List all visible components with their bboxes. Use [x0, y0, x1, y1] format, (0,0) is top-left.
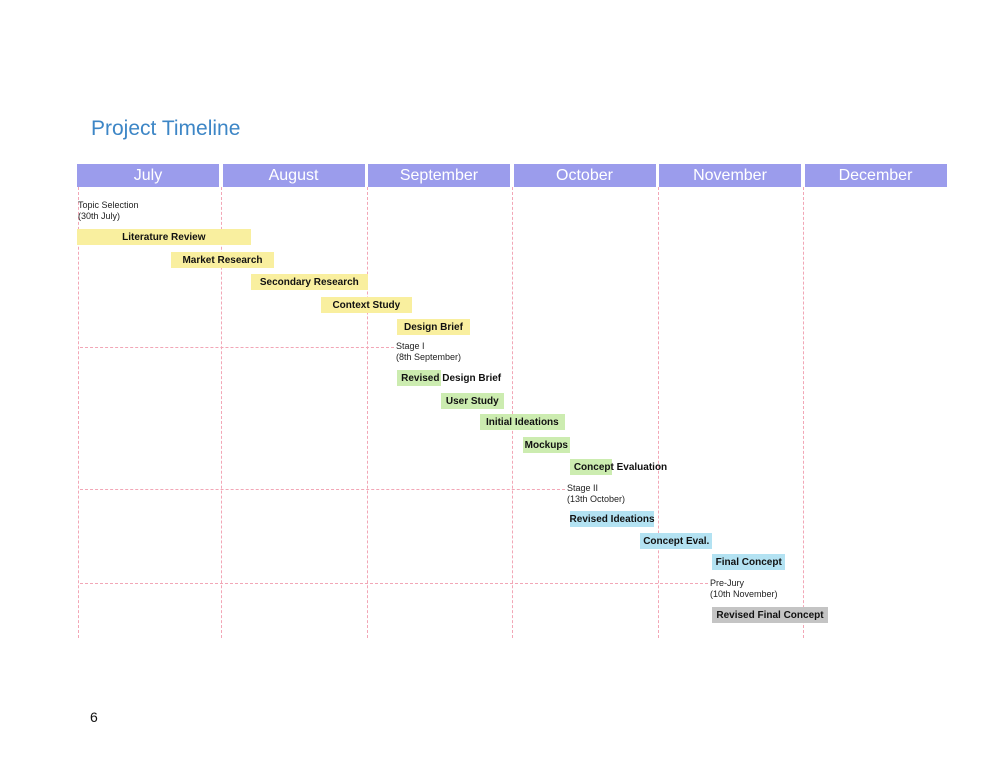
task-bar: Literature Review: [77, 229, 251, 245]
month-header-october: October: [513, 164, 656, 187]
milestone-date: (8th September): [396, 352, 462, 362]
task-bar: Revised Ideations: [569, 511, 655, 527]
task-bar: Context Study: [321, 297, 412, 313]
task-label: Market Research: [182, 254, 263, 266]
task-label: Revised Design Brief: [401, 372, 502, 384]
milestone-name: Pre-Jury: [710, 578, 745, 588]
milestone-note: Stage I (8th September): [396, 341, 461, 363]
milestone-date: (10th November): [710, 589, 778, 599]
task-bar: Mockups: [522, 437, 570, 453]
page-number: 6: [90, 709, 98, 725]
task-label: Secondary Research: [259, 276, 359, 288]
task-bar: Final Concept: [712, 554, 786, 570]
month-gridline: [221, 187, 222, 638]
month-header-august: August: [222, 164, 365, 187]
task-bar: User Study: [440, 393, 504, 409]
milestone-note: Topic Selection (30th July): [78, 200, 139, 222]
task-label: Design Brief: [404, 321, 463, 333]
task-label: Literature Review: [122, 231, 206, 243]
task-bar: Secondary Research: [250, 274, 368, 290]
milestone-date: (30th July): [78, 211, 121, 221]
month-header-november: November: [659, 164, 801, 187]
task-bar: Design Brief: [397, 319, 470, 335]
milestone-divider: [80, 347, 394, 348]
month-gridline: [803, 187, 804, 638]
task-label: Final Concept: [715, 556, 782, 568]
page-title: Project Timeline: [91, 117, 241, 140]
task-bar: Market Research: [170, 252, 275, 268]
task-bar: Revised Design Brief: [397, 370, 502, 386]
month-gridline: [366, 187, 368, 638]
task-label: User Study: [445, 395, 499, 407]
month-header-july: July: [77, 164, 219, 187]
task-label: Revised Final Concept: [716, 609, 824, 621]
milestone-note: Stage II (13th October): [567, 483, 625, 505]
task-label: Initial Ideations: [485, 416, 559, 428]
task-label: Concept Eval.: [643, 535, 710, 547]
milestone-divider: [80, 489, 565, 490]
milestone-date: (13th October): [567, 494, 626, 504]
milestone-name: Stage II: [567, 483, 599, 493]
task-bar: Revised Final Concept: [712, 607, 828, 623]
milestone-name: Topic Selection: [78, 200, 139, 210]
task-bar: Concept Eval.: [640, 533, 713, 549]
task-bar: Initial Ideations: [479, 414, 566, 430]
milestone-name: Stage I: [396, 341, 425, 351]
task-label: Concept Evaluation: [573, 461, 668, 473]
milestone-divider: [80, 583, 708, 584]
task-label: Context Study: [332, 299, 401, 311]
task-bar: Concept Evaluation: [569, 459, 668, 475]
task-label: Revised Ideations: [569, 513, 655, 525]
milestone-note: Pre-Jury (10th November): [710, 578, 778, 600]
month-header-december: December: [804, 164, 947, 187]
month-gridline: [78, 187, 79, 638]
task-label: Mockups: [524, 439, 568, 451]
month-gridline: [657, 187, 659, 638]
month-gridline: [512, 187, 513, 638]
month-header-september: September: [368, 164, 510, 187]
